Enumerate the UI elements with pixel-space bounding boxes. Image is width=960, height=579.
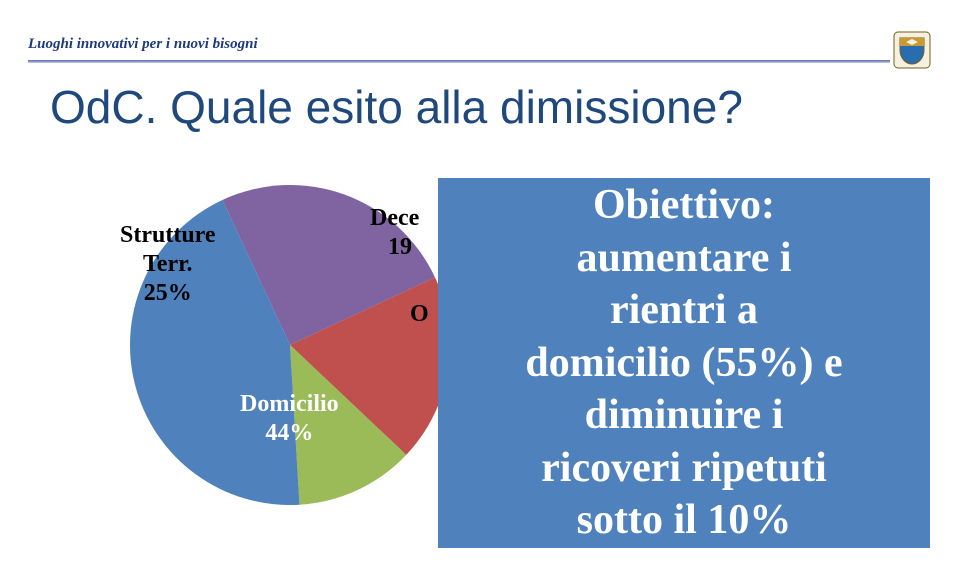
page-header-text: Luoghi innovativi per i nuovi bisogni — [28, 36, 258, 53]
header-rule — [28, 60, 890, 63]
peek-ospedale: O — [410, 301, 429, 328]
pie-slice-label: Strutture Terr. 25% — [120, 221, 216, 307]
pie-chart: Strutture Terr. 25%Domicilio 44% — [130, 185, 450, 505]
pie-slice-label: Domicilio 44% — [240, 390, 339, 448]
peek-19: 19 — [388, 234, 412, 261]
objective-callout: Obiettivo: aumentare i rientri a domicil… — [438, 178, 930, 548]
page-root: Luoghi innovativi per i nuovi bisogni Od… — [0, 0, 960, 579]
page-title: OdC. Quale esito alla dimissione? — [50, 80, 743, 134]
crest-icon — [892, 30, 932, 70]
peek-decessi: Dece — [370, 205, 419, 232]
